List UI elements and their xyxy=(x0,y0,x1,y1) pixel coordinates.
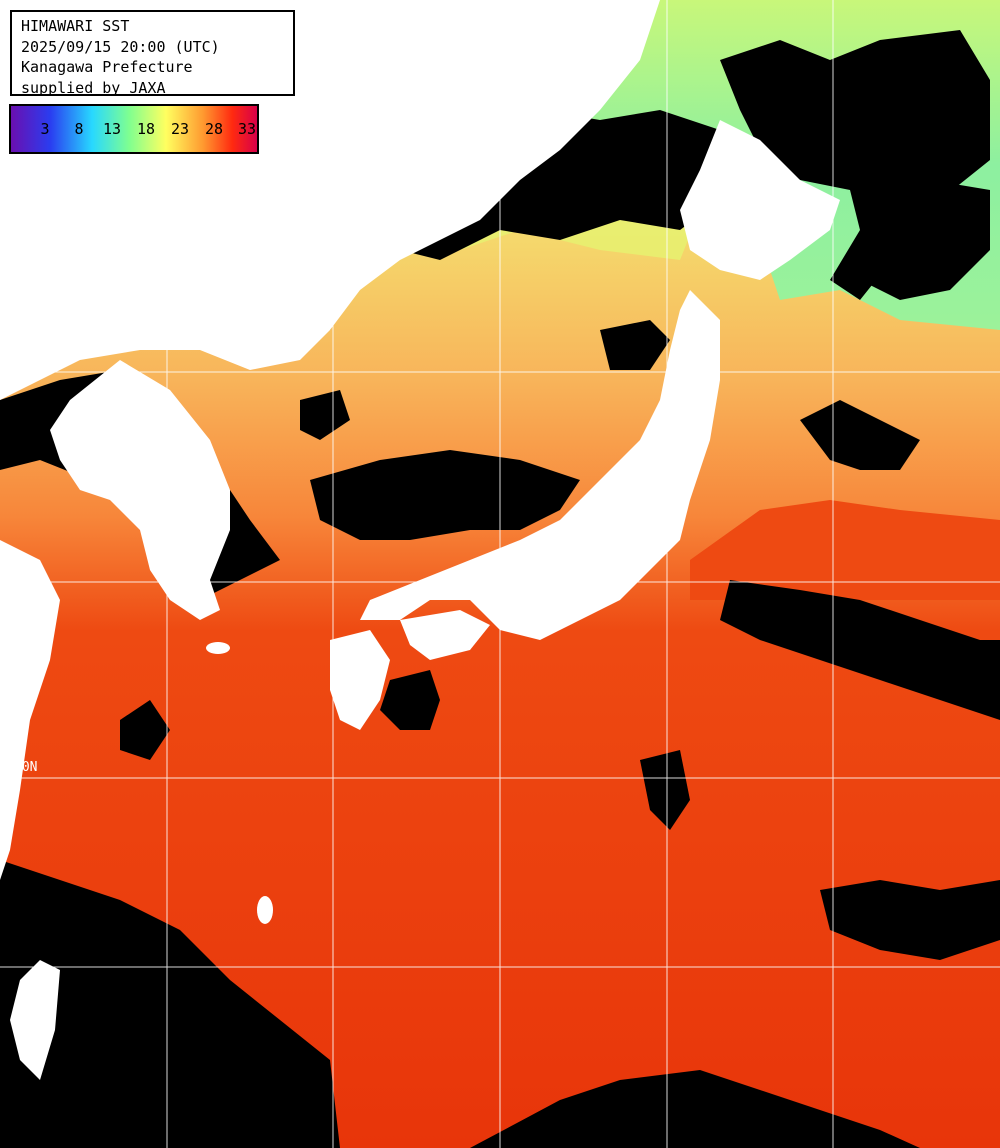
legend-tick: 18 xyxy=(136,120,156,138)
landmass xyxy=(0,0,840,1080)
timestamp: 2025/09/15 20:00 (UTC) xyxy=(21,37,220,56)
legend-tick: 23 xyxy=(170,120,190,138)
legend-ticks: 3 8 13 18 23 28 33 xyxy=(11,106,257,152)
legend-tick: 8 xyxy=(74,120,84,138)
legend-tick: 33 xyxy=(237,120,257,138)
product-title: HIMAWARI SST xyxy=(21,17,130,35)
color-scale-legend: 3 8 13 18 23 28 33 xyxy=(9,104,259,154)
latitude-label-30n: 30N xyxy=(14,760,38,775)
warm-current-front xyxy=(690,500,1000,600)
legend-tick: 13 xyxy=(102,120,122,138)
legend-tick: 28 xyxy=(204,120,224,138)
data-credit: supplied by JAXA xyxy=(21,78,166,97)
latitude-label-40n: 40N xyxy=(14,352,38,367)
color-scale-bar xyxy=(11,106,257,152)
title-box: HIMAWARI SST 2025/09/15 20:00 (UTC) Kana… xyxy=(10,10,295,97)
legend-tick: 3 xyxy=(40,120,50,138)
region-label: Kanagawa Prefecture xyxy=(21,58,193,76)
